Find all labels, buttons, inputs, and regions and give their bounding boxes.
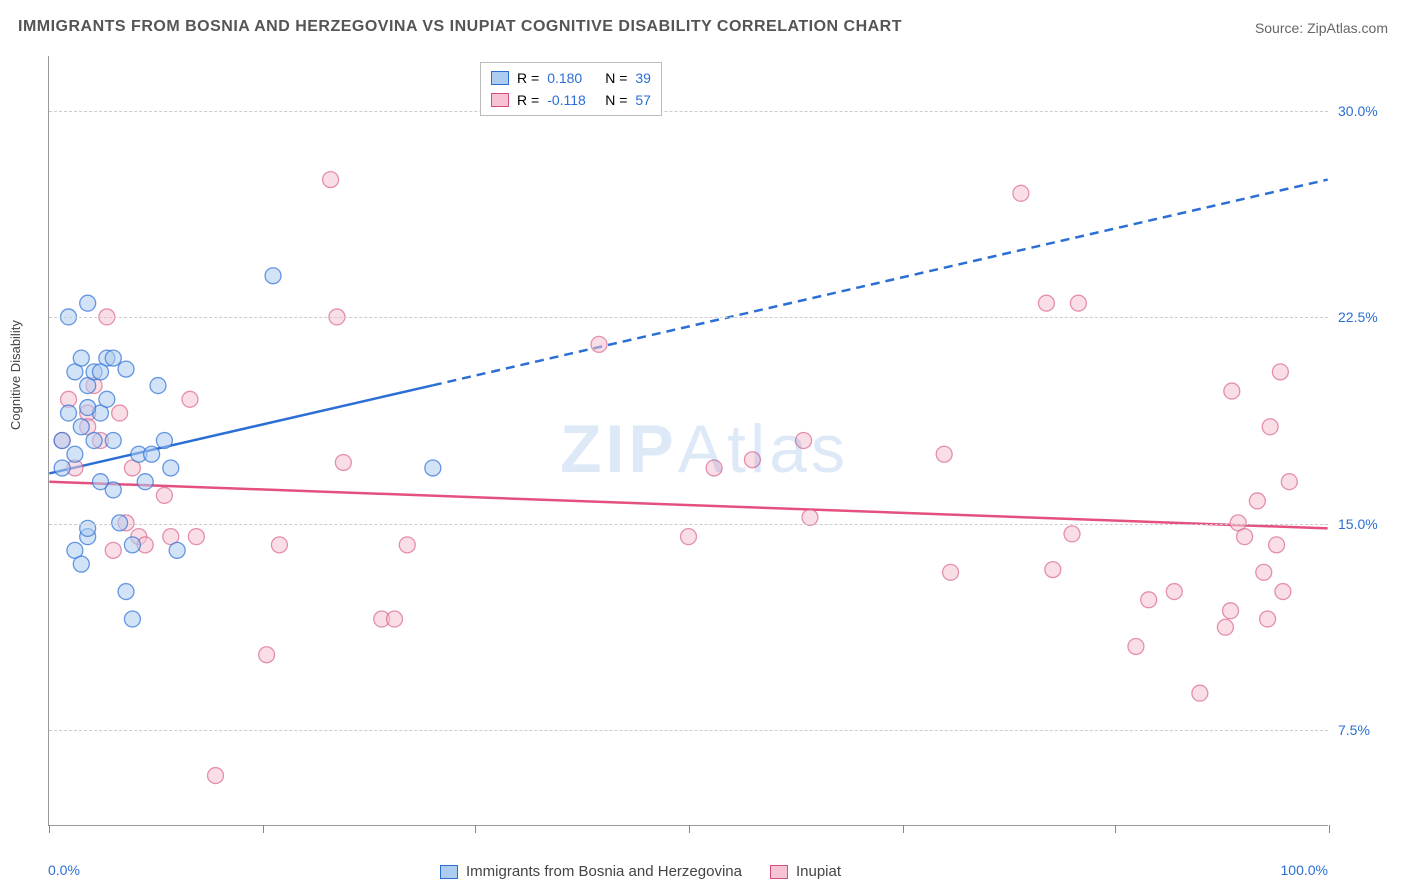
n-label: N = — [605, 92, 627, 108]
y-tick-label: 30.0% — [1338, 103, 1378, 119]
scatter-svg — [49, 56, 1328, 825]
series-legend: Immigrants from Bosnia and Herzegovina I… — [440, 863, 841, 880]
n-value: 57 — [635, 92, 651, 108]
r-value: 0.180 — [547, 70, 597, 86]
legend-item-bosnia: Immigrants from Bosnia and Herzegovina — [440, 863, 742, 880]
x-tick — [263, 825, 264, 833]
legend-label: Immigrants from Bosnia and Herzegovina — [466, 863, 742, 880]
x-tick — [49, 825, 50, 833]
correlation-legend: R = 0.180 N = 39 R = -0.118 N = 57 — [480, 62, 662, 116]
source-label: Source: ZipAtlas.com — [1255, 20, 1388, 36]
swatch-blue — [440, 865, 458, 879]
n-label: N = — [605, 70, 627, 86]
r-value: -0.118 — [547, 92, 597, 108]
gridline — [49, 730, 1328, 731]
y-tick-label: 7.5% — [1338, 722, 1370, 738]
n-value: 39 — [635, 70, 651, 86]
swatch-pink — [491, 93, 509, 107]
x-tick — [475, 825, 476, 833]
y-tick-label: 15.0% — [1338, 516, 1378, 532]
x-tick — [689, 825, 690, 833]
r-label: R = — [517, 70, 539, 86]
chart-plot-area — [48, 56, 1328, 826]
x-tick — [1329, 825, 1330, 833]
legend-label: Inupiat — [796, 863, 841, 880]
x-tick — [1115, 825, 1116, 833]
r-label: R = — [517, 92, 539, 108]
swatch-pink — [770, 865, 788, 879]
gridline — [49, 111, 1328, 112]
gridline — [49, 524, 1328, 525]
legend-item-inupiat: Inupiat — [770, 863, 841, 880]
chart-title: IMMIGRANTS FROM BOSNIA AND HERZEGOVINA V… — [18, 18, 902, 36]
legend-row-pink: R = -0.118 N = 57 — [491, 89, 651, 111]
x-max-label: 100.0% — [1281, 862, 1328, 878]
x-tick — [903, 825, 904, 833]
y-axis-label: Cognitive Disability — [8, 320, 23, 430]
swatch-blue — [491, 71, 509, 85]
x-min-label: 0.0% — [48, 862, 80, 878]
gridline — [49, 317, 1328, 318]
y-tick-label: 22.5% — [1338, 309, 1378, 325]
legend-row-blue: R = 0.180 N = 39 — [491, 67, 651, 89]
